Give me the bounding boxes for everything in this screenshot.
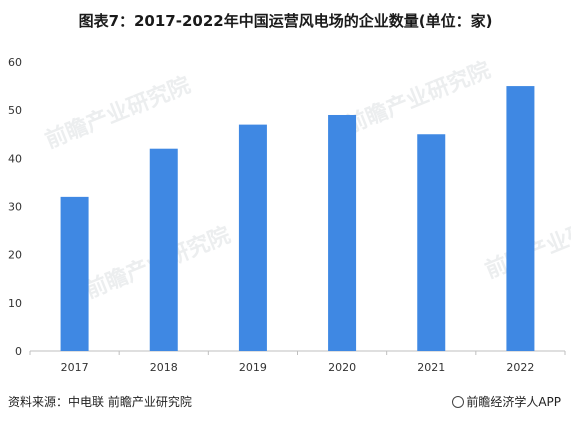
y-tick-label: 10 [8, 297, 22, 310]
x-tick-label: 2020 [328, 361, 356, 374]
brand-text: 前瞻经济学人APP [466, 395, 561, 409]
x-tick-label: 2018 [150, 361, 178, 374]
chart-title: 图表7：2017-2022年中国运营风电场的企业数量(单位：家) [78, 12, 493, 30]
x-tick-label: 2019 [239, 361, 267, 374]
x-tick-label: 2021 [417, 361, 445, 374]
y-tick-label: 0 [15, 345, 22, 358]
bar-2021 [417, 134, 446, 351]
bar-2022 [506, 86, 535, 351]
bar-2017 [60, 196, 89, 351]
brand-logo-icon [452, 396, 465, 408]
y-tick-label: 20 [8, 249, 22, 262]
brand-label: 前瞻经济学人APP [452, 393, 561, 410]
source-note: 资料来源：中电联 前瞻产业研究院 [8, 395, 192, 409]
bar-chart: 0 10 20 30 40 50 60 2017 2018 2019 2020 2021 2022 [8, 56, 566, 374]
y-tick-label: 30 [8, 201, 22, 214]
y-tick-label: 50 [8, 104, 22, 117]
y-tick-label: 40 [8, 152, 22, 165]
x-tick-label: 2022 [506, 361, 534, 374]
bar-2019 [238, 124, 267, 351]
y-tick-label: 60 [8, 56, 22, 69]
bar-2018 [149, 148, 178, 351]
bar-2020 [328, 114, 357, 351]
x-tick-label: 2017 [61, 361, 89, 374]
